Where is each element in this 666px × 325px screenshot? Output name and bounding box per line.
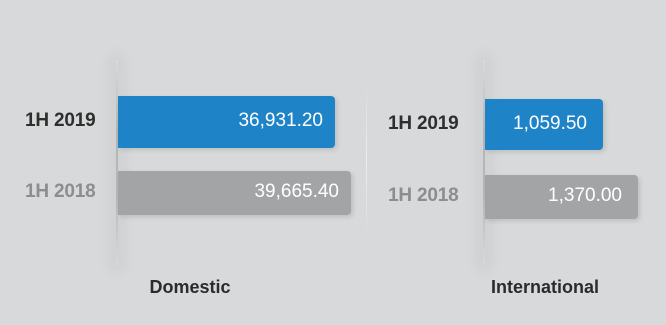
category-label: 1H 2019	[388, 112, 459, 134]
category-label: 1H 2019	[25, 110, 96, 131]
value-label: 1,370.00	[548, 185, 622, 206]
bar	[118, 171, 351, 215]
value-label: 39,665.40	[254, 181, 339, 202]
value-label: 1,059.50	[513, 112, 587, 134]
axis-shadow	[116, 60, 118, 265]
panel-separator	[366, 80, 367, 240]
group-label: International	[490, 277, 599, 297]
bar	[485, 99, 603, 150]
group-label: Domestic	[149, 277, 231, 297]
category-label: 1H 2018	[25, 181, 96, 202]
bar	[485, 175, 638, 219]
bar	[118, 96, 335, 148]
value-label: 36,931.20	[238, 110, 323, 131]
category-label: 1H 2018	[388, 185, 459, 206]
axis-shadow	[483, 60, 485, 265]
